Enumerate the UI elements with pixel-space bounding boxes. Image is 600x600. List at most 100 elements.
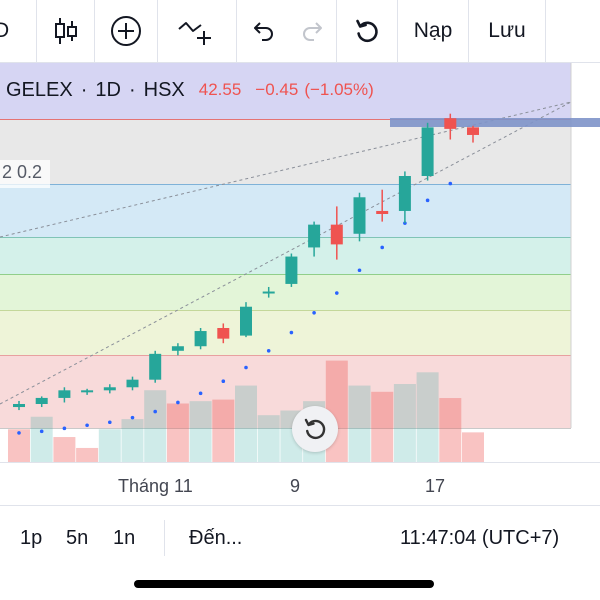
chart-type-button[interactable] — [37, 0, 94, 62]
redo-button[interactable] — [289, 0, 336, 62]
interval-button-label: D — [0, 19, 10, 42]
candle — [330, 206, 343, 260]
candle — [285, 253, 298, 287]
candle-body — [285, 256, 298, 284]
fib-zone-2 — [0, 120, 571, 184]
candle — [126, 376, 139, 391]
volume-bar — [8, 429, 30, 462]
candle-body — [421, 127, 434, 176]
candle — [58, 387, 71, 403]
save-layout-button[interactable]: Lưu — [469, 0, 545, 62]
sar-dot — [289, 330, 294, 335]
toolbar-divider — [397, 0, 398, 62]
sar-dot — [108, 420, 112, 425]
candle — [240, 302, 252, 338]
drawing-tools-button[interactable] — [158, 0, 236, 62]
toolbar-divider — [157, 0, 158, 62]
candle — [353, 192, 366, 242]
candle — [217, 323, 230, 344]
sar-dot — [266, 349, 271, 353]
interval-label[interactable]: 1D — [95, 78, 121, 101]
sar-dot — [244, 365, 248, 370]
load-layout-button[interactable]: Nạp — [398, 0, 468, 62]
fibonacci-retracement-zones — [0, 63, 572, 429]
symbol-name[interactable]: GELEX — [6, 78, 73, 101]
candle-body — [149, 353, 162, 380]
candle — [467, 125, 479, 143]
candle-body — [81, 390, 94, 393]
candle — [398, 171, 411, 224]
sar-dot — [198, 391, 203, 396]
bottom-divider — [164, 520, 165, 556]
sar-dot — [176, 400, 180, 405]
candle-body — [330, 224, 343, 245]
sar-dot — [312, 311, 316, 315]
range-button-1n[interactable]: 1n — [113, 526, 136, 549]
volume-bar — [30, 416, 53, 462]
range-button-5n[interactable]: 5n — [66, 526, 89, 549]
sar-dot — [17, 431, 21, 435]
x-axis-label: 17 — [425, 476, 446, 496]
candle-body — [103, 387, 116, 391]
price-change-percent: (−1.05%) — [304, 80, 374, 99]
x-axis-label: Tháng 11 — [118, 476, 193, 496]
undo-button[interactable] — [237, 0, 289, 62]
candle — [308, 221, 321, 257]
candle-body — [308, 224, 321, 248]
sar-dot — [357, 268, 362, 273]
rotate-left-icon — [304, 418, 326, 440]
candle — [103, 384, 116, 394]
load-layout-label: Nạp — [413, 19, 453, 42]
candle-body — [398, 176, 411, 211]
top-toolbar: D — [0, 0, 600, 63]
candle — [171, 343, 184, 356]
candle-body — [194, 331, 207, 347]
fib-zone-7 — [0, 356, 571, 428]
exchange-label: HSX — [143, 78, 185, 101]
undo-icon — [254, 22, 273, 41]
fib-zone-6 — [0, 311, 571, 355]
interval-button[interactable]: D — [0, 0, 36, 62]
volume-bar — [98, 429, 121, 462]
candle-body — [444, 118, 457, 129]
x-axis-label: 9 — [290, 476, 301, 496]
sar-dot — [425, 198, 430, 203]
candle-body — [376, 210, 389, 214]
volume-bar — [393, 384, 416, 462]
fib-zone-1 — [0, 63, 571, 119]
sar-dot — [380, 245, 385, 250]
range-button-1p[interactable]: 1p — [20, 526, 43, 549]
reload-button[interactable] — [337, 0, 397, 62]
candlestick-icon — [54, 18, 77, 44]
volume-bar — [235, 385, 257, 462]
toolbar-divider — [545, 0, 546, 62]
timezone-clock[interactable]: 11:47:04 (UTC+7) — [400, 526, 560, 549]
parabolic-sar-dots — [17, 181, 453, 435]
sar-dot — [62, 426, 67, 431]
candle — [421, 122, 434, 181]
legend-separator: · — [128, 78, 136, 101]
toolbar-divider — [336, 0, 337, 62]
go-to-date-button[interactable]: Đến... — [189, 526, 243, 549]
volume-bar — [371, 391, 394, 462]
volume-bar — [76, 447, 99, 462]
candle-body — [171, 346, 184, 351]
fib-level-label: 2 0.2 — [0, 160, 51, 188]
candle-body — [58, 390, 71, 398]
horizontal-price-line[interactable] — [390, 118, 600, 127]
volume-bar — [348, 385, 371, 462]
volume-bar — [189, 401, 212, 462]
volume-bar — [144, 390, 167, 462]
sar-dot — [153, 409, 157, 414]
toolbar-divider — [94, 0, 95, 62]
save-layout-label: Lưu — [488, 19, 526, 42]
toolbar-divider — [36, 0, 37, 62]
reset-chart-button[interactable] — [292, 406, 338, 452]
candle — [194, 328, 207, 350]
price-chart[interactable] — [0, 63, 600, 503]
candle — [35, 396, 48, 408]
candle-body — [353, 197, 366, 234]
add-indicator-button[interactable] — [95, 0, 157, 62]
chart-legend[interactable]: GELEX · 1D · HSX 42.55 −0.45 (−1.05%) — [6, 76, 374, 104]
candle — [13, 400, 25, 411]
